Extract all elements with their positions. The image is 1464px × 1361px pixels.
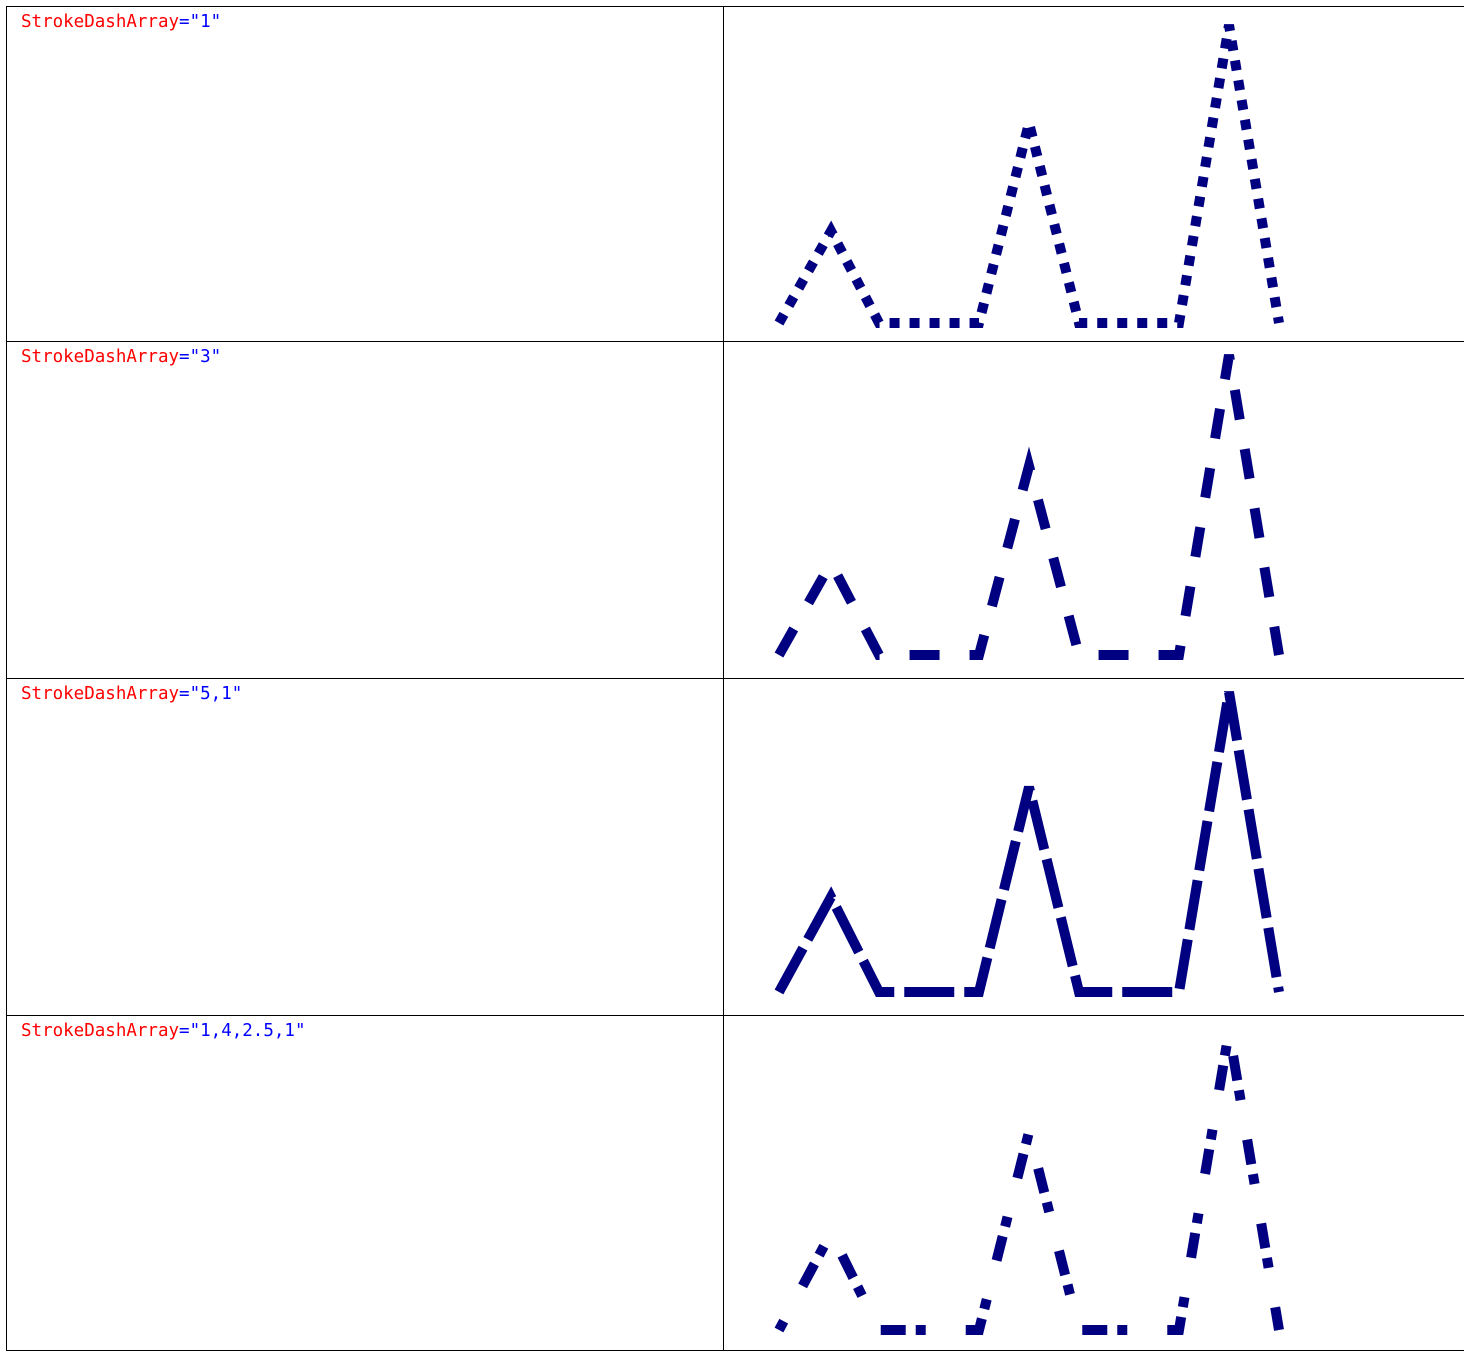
attribute-name: StrokeDashArray [21, 684, 180, 704]
code-snippet: StrokeDashArray="1" [7, 7, 723, 33]
equals-sign: = [179, 12, 190, 32]
dashed-polyline [774, 354, 1284, 660]
figure-cell [723, 678, 1464, 1016]
code-snippet: StrokeDashArray="5,1" [7, 679, 723, 705]
attribute-name: StrokeDashArray [21, 1021, 180, 1041]
code-cell: StrokeDashArray="1" [6, 6, 724, 342]
attribute-name: StrokeDashArray [21, 12, 180, 32]
figure-cell [723, 341, 1464, 679]
figure-cell [723, 1015, 1464, 1351]
dashed-polyline [774, 24, 1284, 328]
code-cell: StrokeDashArray="1,4,2.5,1" [6, 1015, 724, 1351]
equals-sign: = [179, 347, 190, 367]
attribute-value: "3" [189, 347, 222, 367]
dash-array-examples-table: StrokeDashArray="1" StrokeDashArray="3" … [6, 6, 1464, 1351]
example-row: StrokeDashArray="3" [6, 341, 1464, 679]
code-snippet: StrokeDashArray="1,4,2.5,1" [7, 1016, 723, 1042]
dashed-polyline-figure [774, 354, 1284, 660]
attribute-value: "5,1" [189, 684, 243, 704]
dashed-polyline-figure [774, 691, 1284, 997]
dashed-polyline-figure [774, 24, 1284, 328]
example-row: StrokeDashArray="5,1" [6, 678, 1464, 1016]
code-cell: StrokeDashArray="5,1" [6, 678, 724, 1016]
figure-cell [723, 6, 1464, 342]
equals-sign: = [179, 1021, 190, 1041]
code-cell: StrokeDashArray="3" [6, 341, 724, 679]
attribute-value: "1" [189, 12, 222, 32]
code-snippet: StrokeDashArray="3" [7, 342, 723, 368]
attribute-value: "1,4,2.5,1" [189, 1021, 306, 1041]
dashed-polyline [774, 1030, 1284, 1335]
dashed-polyline [774, 691, 1284, 997]
equals-sign: = [179, 684, 190, 704]
dashed-polyline-figure [774, 1030, 1284, 1335]
attribute-name: StrokeDashArray [21, 347, 180, 367]
example-row: StrokeDashArray="1,4,2.5,1" [6, 1015, 1464, 1351]
example-row: StrokeDashArray="1" [6, 6, 1464, 342]
